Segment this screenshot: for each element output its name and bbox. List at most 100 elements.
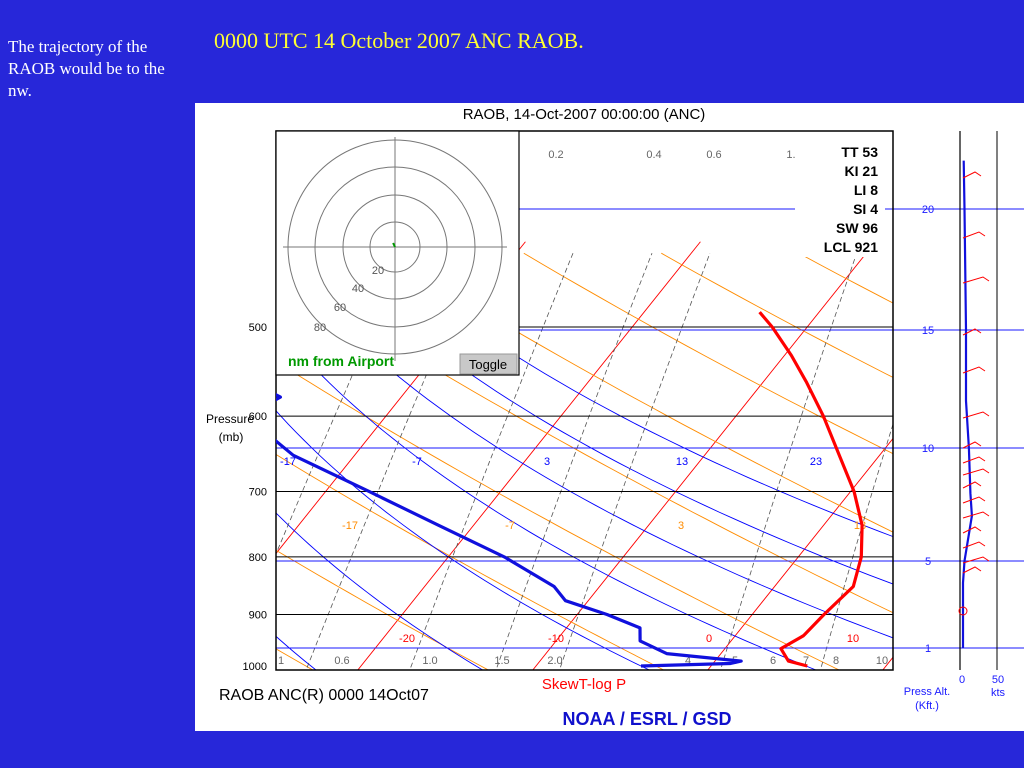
moist-adiabat-line: [276, 635, 317, 670]
wind-tick-label: 0: [959, 674, 965, 686]
wind-barb: [962, 276, 990, 284]
dry-adiabat-line: [276, 549, 490, 670]
dry-adiabat-line: [661, 252, 893, 378]
diagram-type-label: SkewT-log P: [542, 676, 626, 693]
mixing-ratio-line: [276, 253, 290, 282]
index-bg: [795, 182, 885, 200]
station-label: RAOB ANC(R) 0000 14Oct07: [219, 687, 429, 704]
pressure-tick-label: 900: [249, 609, 267, 621]
altitude-axis-label-line2: (Kft.): [915, 700, 939, 712]
wind-barb: [962, 231, 986, 239]
isotherm-label: -17: [280, 456, 296, 468]
toggle-button[interactable]: Toggle: [459, 353, 518, 375]
stability-index: LI 8: [854, 182, 878, 198]
moist-adiabat-line: [276, 512, 484, 670]
mixing-ratio-bottom-label: 1.0: [422, 655, 437, 667]
range-ring-label: 60: [334, 302, 346, 314]
dry-adiabat-line: [386, 252, 893, 533]
altitude-tick-label: 15: [922, 325, 934, 337]
wind-barb: [962, 541, 986, 549]
mixing-ratio-line: [820, 422, 893, 670]
wind-barb: [962, 556, 990, 564]
wind-barb: [962, 411, 990, 419]
isotherm-line: [882, 656, 893, 670]
dewpoint-profile: [276, 393, 743, 668]
chart-title: RAOB, 14-Oct-2007 00:00:00 (ANC): [463, 106, 706, 123]
mixing-ratio-top-label: 0.6: [706, 149, 721, 161]
mixing-ratio-line: [305, 253, 479, 670]
index-bg: [795, 201, 885, 219]
hodograph-caption: nm from Airport: [288, 353, 394, 369]
trajectory-path: [392, 242, 396, 248]
isotherm-bottom-label: 0: [706, 633, 712, 645]
isotherm-label: -7: [412, 456, 422, 468]
index-bg: [795, 144, 885, 162]
wind-tick-label: 50: [992, 674, 1004, 686]
toggle-button-label: Toggle: [469, 357, 507, 372]
skewt-chart: RAOB, 14-Oct-2007 00:00:00 (ANC) -17 -7 3 1…: [206, 106, 1024, 729]
isotherm-line: [707, 437, 893, 670]
wind-barb: [962, 456, 986, 464]
wind-speed-profile: [961, 160, 974, 648]
wind-barb: [962, 171, 982, 179]
altitude-tick-label: 1: [925, 643, 931, 655]
index-bg: [795, 239, 885, 257]
mixing-ratio-line: [409, 253, 574, 670]
mixing-ratio-line: [276, 253, 407, 555]
mixing-ratio-bottom-label: 6: [770, 655, 776, 667]
mixing-ratio-line: [720, 253, 858, 670]
slide-note: The trajectory of the RAOB would be to t…: [8, 37, 165, 100]
mixing-ratio-bottom-label: 2.0: [547, 655, 562, 667]
isotherm-line: [357, 241, 701, 670]
altitude-axis-label-line1: Press Alt.: [904, 686, 950, 698]
dry-adiabat-line: [936, 253, 1024, 690]
hodograph-box: [275, 130, 520, 376]
altitude-tick-label: 20: [922, 204, 934, 216]
slide-title: 0000 UTC 14 October 2007 ANC RAOB.: [214, 28, 584, 53]
index-bg: [795, 163, 885, 181]
mixing-ratio-bottom-label: 4: [685, 655, 691, 667]
isotherm-bottom-label: -10: [548, 633, 564, 645]
isotherm-bottom-label: -20: [399, 633, 415, 645]
dry-adiabat-line: [276, 453, 665, 670]
isotherm-label: 23: [810, 456, 822, 468]
altitude-tick-label: 5: [925, 556, 931, 568]
pressure-tick-label: 600: [249, 411, 267, 423]
stability-index: SW 96: [836, 220, 878, 236]
wind-barb: [962, 441, 982, 449]
wind-barb: [962, 566, 982, 574]
dry-adiabat-label: -17: [342, 520, 358, 532]
wind-barb: [962, 366, 986, 374]
wind-unit-label: kts: [991, 687, 1006, 699]
mixing-ratio-bottom-label: 0.6: [334, 655, 349, 667]
mixing-ratio-line: [495, 253, 653, 670]
range-ring-label: 80: [314, 322, 326, 334]
wind-barb: [962, 496, 986, 504]
y-axis-label-line2: (mb): [219, 430, 244, 444]
index-bg: [795, 220, 885, 238]
mixing-ratio-bottom-label: 7: [803, 655, 809, 667]
dry-adiabat-line: [276, 360, 841, 670]
calm-wind-marker: [958, 606, 968, 616]
stability-index: TT 53: [841, 144, 878, 160]
mixing-ratio-top-label: 0.2: [548, 149, 563, 161]
pressure-tick-label: 800: [249, 552, 267, 564]
isotherm-bottom-label: 10: [847, 633, 859, 645]
altitude-tick-label: 10: [922, 443, 934, 455]
pressure-tick-label: 500: [249, 322, 267, 334]
mixing-ratio-bottom-label: 10: [876, 655, 888, 667]
isotherm-label: 13: [676, 456, 688, 468]
stability-index: KI 21: [845, 163, 879, 179]
dry-adiabat-line: [523, 252, 893, 455]
mixing-ratio-bottom-label: 1.5: [494, 655, 509, 667]
y-axis-label-line1: Pressure: [206, 412, 254, 426]
wind-barb: [962, 328, 982, 336]
pressure-tick-label: 1000: [243, 661, 267, 673]
wind-barb: [962, 526, 982, 534]
credit-label: NOAA / ESRL / GSD: [562, 709, 731, 729]
toggle-button-bg: [459, 353, 518, 375]
moist-adiabat-line: [276, 410, 651, 670]
wind-barb: [962, 468, 990, 476]
stability-index: SI 4: [853, 201, 878, 217]
wind-barb: [962, 481, 982, 489]
